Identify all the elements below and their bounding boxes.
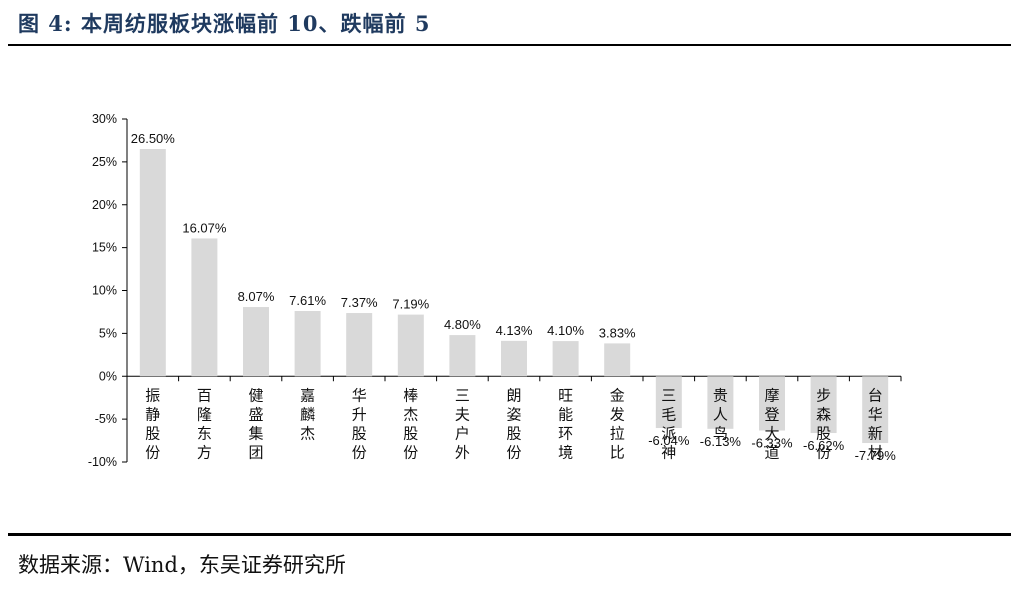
category-label: 台华新材 — [868, 386, 883, 461]
data-label: 7.61% — [289, 293, 326, 308]
bars — [139, 149, 889, 444]
bar-chart: 30% 25% 20% 15% 10% 5% 0% -5% -10% 26.50% 16.07% 8… — [88, 112, 902, 469]
bar — [604, 343, 631, 377]
data-label: -6.33% — [751, 436, 793, 451]
figure-source: 数据来源：Wind，东吴证券研究所 — [18, 553, 346, 577]
data-label: 7.19% — [392, 297, 429, 312]
data-label: 7.37% — [341, 295, 378, 310]
category-label: 三夫户外 — [455, 386, 470, 461]
bar — [810, 376, 837, 434]
category-label: 华升股份 — [352, 386, 367, 461]
y-tick-label: 0% — [99, 369, 117, 383]
data-label: -6.04% — [648, 433, 690, 448]
category-label: 贵人鸟 — [713, 386, 728, 442]
category-label: 三毛派神 — [661, 386, 676, 461]
bottom-rule — [8, 533, 1011, 536]
data-label: 4.80% — [444, 317, 481, 332]
y-tick-label: 30% — [92, 112, 117, 126]
data-label: -7.79% — [855, 448, 897, 463]
category-label: 朗姿股份 — [506, 386, 521, 461]
bar — [449, 335, 476, 377]
data-label: 3.83% — [599, 325, 636, 340]
y-tick-label: 15% — [92, 241, 117, 255]
category-labels: 振静股份 百隆东方 健盛集团 嘉麟杰 华升股份 棒杰股份 三夫户外 朗姿股份 旺能环境 金发拉比 三… — [145, 386, 882, 461]
data-label: 8.07% — [238, 289, 275, 304]
category-label: 嘉麟杰 — [300, 386, 315, 442]
bar — [243, 307, 269, 377]
category-label: 步森股份 — [816, 386, 831, 461]
data-label: 26.50% — [131, 131, 176, 146]
y-tick-label: -10% — [88, 455, 117, 469]
bar — [759, 376, 785, 431]
category-label: 百隆东方 — [197, 386, 212, 461]
bar — [552, 341, 579, 377]
bar — [397, 314, 424, 377]
y-tick-label: 5% — [99, 326, 117, 340]
category-label: 棒杰股份 — [403, 386, 418, 461]
category-label: 旺能环境 — [558, 386, 573, 461]
data-label: 16.07% — [182, 220, 227, 235]
category-label: 振静股份 — [145, 386, 160, 461]
data-labels: 26.50% 16.07% 8.07% 7.61% 7.37% 7.19% 4.80% 4.1… — [131, 131, 896, 463]
data-label: -6.62% — [803, 438, 845, 453]
bar — [191, 238, 218, 377]
bar — [346, 313, 373, 377]
category-label: 摩登大道 — [764, 386, 779, 461]
y-tick-label: 10% — [92, 284, 117, 298]
bar — [862, 376, 889, 444]
y-tick-label: 25% — [92, 155, 117, 169]
bar — [655, 376, 682, 429]
bar — [501, 340, 527, 377]
data-label: 4.10% — [547, 323, 584, 338]
y-tick-label: -5% — [95, 412, 117, 426]
category-label: 金发拉比 — [610, 386, 625, 461]
data-label: -6.13% — [700, 434, 742, 449]
bar — [139, 149, 166, 377]
y-tick-label: 20% — [92, 198, 117, 212]
figure-title: 图 4: 本周纺服板块涨幅前 10、跌幅前 5 — [18, 11, 431, 36]
bar — [707, 376, 734, 429]
category-label: 健盛集团 — [248, 386, 263, 461]
bar — [294, 310, 321, 377]
data-label: 4.13% — [496, 323, 533, 338]
top-rule — [8, 44, 1011, 46]
